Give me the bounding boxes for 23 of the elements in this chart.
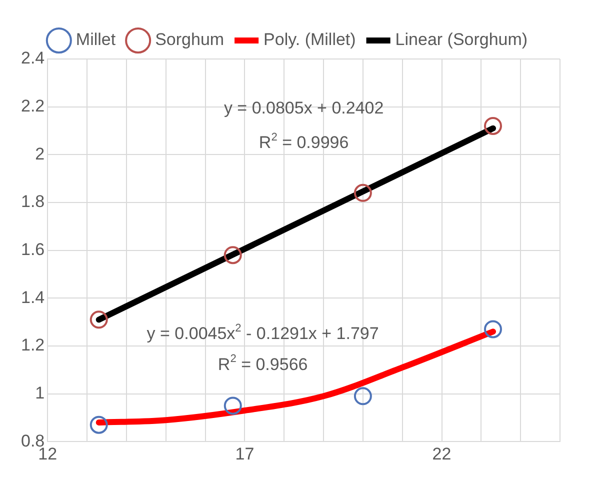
legend-label: Linear (Sorghum) <box>395 30 528 50</box>
point <box>354 184 372 202</box>
point <box>484 320 502 338</box>
annotation: y = 0.0805x + 0.2402 <box>224 98 384 118</box>
point <box>224 246 242 264</box>
point <box>90 310 108 329</box>
y-tick-label: 2.2 <box>20 96 45 116</box>
point <box>224 396 242 415</box>
y-tick-label: 1 <box>35 383 45 402</box>
point <box>354 387 372 406</box>
y-tick-label: 2 <box>35 144 45 164</box>
legend-label: Sorghum <box>155 30 224 50</box>
x-tick-label: 22 <box>432 444 452 464</box>
legend-label: Poly. (Millet) <box>264 30 356 50</box>
legend-label: Millet <box>76 30 116 50</box>
x-tick-label: 17 <box>235 444 254 464</box>
y-tick-label: 1.8 <box>20 192 45 212</box>
y-tick-label: 1.6 <box>20 240 45 259</box>
y-tick-label: 1.4 <box>20 288 45 307</box>
point <box>484 116 502 135</box>
point <box>90 416 108 434</box>
y-tick-label: 2.4 <box>20 48 45 68</box>
y-tick-label: 1.2 <box>20 336 45 355</box>
